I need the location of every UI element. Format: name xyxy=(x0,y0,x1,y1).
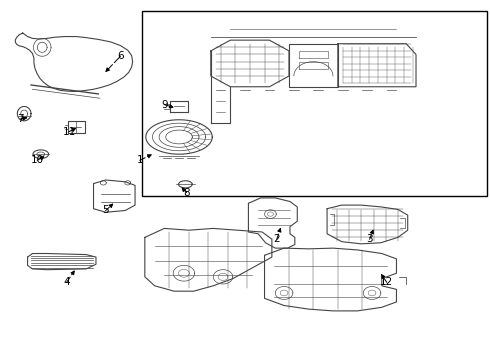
Text: 1: 1 xyxy=(137,155,143,165)
Text: 5: 5 xyxy=(102,206,109,216)
Text: 11: 11 xyxy=(63,127,76,136)
Bar xyxy=(143,12,487,196)
Text: 9: 9 xyxy=(161,100,168,110)
Text: 6: 6 xyxy=(117,51,123,61)
Text: 8: 8 xyxy=(183,188,190,198)
Text: 7: 7 xyxy=(17,114,24,124)
Text: 2: 2 xyxy=(273,234,280,244)
Text: 4: 4 xyxy=(63,277,70,287)
Text: 10: 10 xyxy=(31,155,44,165)
Text: 3: 3 xyxy=(367,234,373,244)
Text: 12: 12 xyxy=(380,277,393,287)
